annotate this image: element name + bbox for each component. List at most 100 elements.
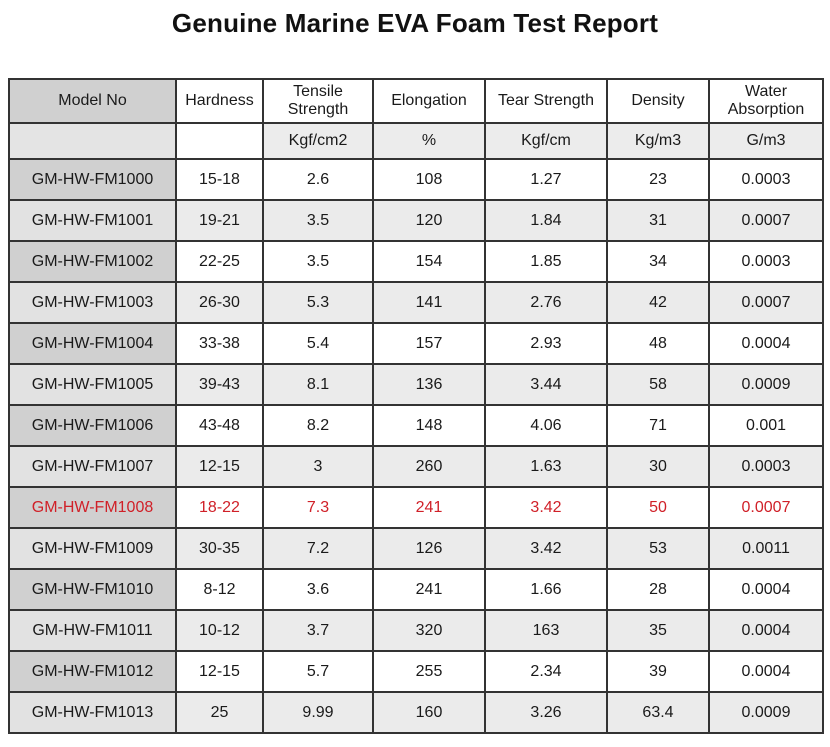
value-cell: 26-30 <box>175 281 264 324</box>
value-cell: 3.7 <box>262 609 374 652</box>
page-title: Genuine Marine EVA Foam Test Report <box>171 8 659 38</box>
value-cell: 30-35 <box>175 527 264 570</box>
value-cell: 1.85 <box>484 240 608 283</box>
table-row: GM-HW-FM1004 33-38 5.4 157 2.93 48 0.0004 <box>8 322 824 365</box>
value-cell: 108 <box>372 158 486 201</box>
value-cell: 50 <box>606 486 710 529</box>
value-cell: 3.5 <box>262 240 374 283</box>
value-cell: 25 <box>175 691 264 734</box>
table-row: GM-HW-FM1011 10-12 3.7 320 163 35 0.0004 <box>8 609 824 652</box>
value-cell: 28 <box>606 568 710 611</box>
model-cell: GM-HW-FM1007 <box>8 445 177 488</box>
value-cell: 1.84 <box>484 199 608 242</box>
column-header-tear-strength: Tear Strength <box>484 78 608 124</box>
value-cell: 0.0004 <box>708 650 824 693</box>
table-body: GM-HW-FM1000 15-18 2.6 108 1.27 23 0.0003 GM-HW… <box>8 158 824 734</box>
value-cell: 22-25 <box>175 240 264 283</box>
model-cell: GM-HW-FM1013 <box>8 691 177 734</box>
value-cell: 0.0004 <box>708 568 824 611</box>
value-cell: 2.34 <box>484 650 608 693</box>
value-cell: 43-48 <box>175 404 264 447</box>
column-header-hardness: Hardness <box>175 78 264 124</box>
unit-cell-tensile-strength: Kgf/cm2 <box>262 122 374 160</box>
value-cell: 1.63 <box>484 445 608 488</box>
model-cell: GM-HW-FM1002 <box>8 240 177 283</box>
value-cell: 3 <box>262 445 374 488</box>
value-cell: 2.93 <box>484 322 608 365</box>
header-row: Model No Hardness Tensile Strength Elong… <box>8 78 824 124</box>
value-cell: 12-15 <box>175 445 264 488</box>
value-cell: 15-18 <box>175 158 264 201</box>
value-cell: 0.0007 <box>708 199 824 242</box>
table-row: GM-HW-FM1007 12-15 3 260 1.63 30 0.0003 <box>8 445 824 488</box>
value-cell: 160 <box>372 691 486 734</box>
column-header-tensile-strength: Tensile Strength <box>262 78 374 124</box>
value-cell: 0.0003 <box>708 240 824 283</box>
value-cell: 63.4 <box>606 691 710 734</box>
model-cell: GM-HW-FM1006 <box>8 404 177 447</box>
value-cell: 34 <box>606 240 710 283</box>
value-cell: 260 <box>372 445 486 488</box>
value-cell: 18-22 <box>175 486 264 529</box>
column-header-density: Density <box>606 78 710 124</box>
value-cell: 320 <box>372 609 486 652</box>
value-cell: 42 <box>606 281 710 324</box>
column-header-elongation: Elongation <box>372 78 486 124</box>
model-cell: GM-HW-FM1003 <box>8 281 177 324</box>
model-cell: GM-HW-FM1000 <box>8 158 177 201</box>
value-cell: 7.3 <box>262 486 374 529</box>
value-cell: 1.66 <box>484 568 608 611</box>
value-cell: 3.42 <box>484 486 608 529</box>
model-cell: GM-HW-FM1011 <box>8 609 177 652</box>
model-cell: GM-HW-FM1012 <box>8 650 177 693</box>
value-cell: 0.0004 <box>708 322 824 365</box>
unit-cell-density: Kg/m3 <box>606 122 710 160</box>
value-cell: 3.42 <box>484 527 608 570</box>
value-cell: 163 <box>484 609 608 652</box>
value-cell: 58 <box>606 363 710 406</box>
value-cell: 0.0007 <box>708 486 824 529</box>
value-cell: 39 <box>606 650 710 693</box>
value-cell: 241 <box>372 486 486 529</box>
value-cell: 5.7 <box>262 650 374 693</box>
table-row: GM-HW-FM1009 30-35 7.2 126 3.42 53 0.0011 <box>8 527 824 570</box>
value-cell: 3.26 <box>484 691 608 734</box>
value-cell: 30 <box>606 445 710 488</box>
value-cell: 0.001 <box>708 404 824 447</box>
table-row: GM-HW-FM1002 22-25 3.5 154 1.85 34 0.0003 <box>8 240 824 283</box>
table-row: GM-HW-FM1008 18-22 7.3 241 3.42 50 0.0007 <box>8 486 824 529</box>
model-cell: GM-HW-FM1008 <box>8 486 177 529</box>
value-cell: 255 <box>372 650 486 693</box>
value-cell: 0.0003 <box>708 158 824 201</box>
units-row: Kgf/cm2 % Kgf/cm Kg/m3 G/m3 <box>8 122 824 160</box>
value-cell: 241 <box>372 568 486 611</box>
value-cell: 48 <box>606 322 710 365</box>
value-cell: 2.6 <box>262 158 374 201</box>
table-row: GM-HW-FM1010 8-12 3.6 241 1.66 28 0.0004 <box>8 568 824 611</box>
model-cell: GM-HW-FM1005 <box>8 363 177 406</box>
test-report-table: Model No Hardness Tensile Strength Elong… <box>8 78 824 734</box>
value-cell: 39-43 <box>175 363 264 406</box>
table-row: GM-HW-FM1005 39-43 8.1 136 3.44 58 0.0009 <box>8 363 824 406</box>
value-cell: 10-12 <box>175 609 264 652</box>
unit-cell-model-no <box>8 122 177 160</box>
value-cell: 8-12 <box>175 568 264 611</box>
value-cell: 148 <box>372 404 486 447</box>
value-cell: 120 <box>372 199 486 242</box>
value-cell: 4.06 <box>484 404 608 447</box>
unit-cell-hardness <box>175 122 264 160</box>
column-header-water-absorption: Water Absorption <box>708 78 824 124</box>
model-cell: GM-HW-FM1009 <box>8 527 177 570</box>
table-row: GM-HW-FM1001 19-21 3.5 120 1.84 31 0.0007 <box>8 199 824 242</box>
value-cell: 71 <box>606 404 710 447</box>
value-cell: 136 <box>372 363 486 406</box>
value-cell: 0.0011 <box>708 527 824 570</box>
table-row: GM-HW-FM1003 26-30 5.3 141 2.76 42 0.0007 <box>8 281 824 324</box>
value-cell: 9.99 <box>262 691 374 734</box>
value-cell: 53 <box>606 527 710 570</box>
value-cell: 3.5 <box>262 199 374 242</box>
unit-cell-tear-strength: Kgf/cm <box>484 122 608 160</box>
value-cell: 5.4 <box>262 322 374 365</box>
value-cell: 3.44 <box>484 363 608 406</box>
